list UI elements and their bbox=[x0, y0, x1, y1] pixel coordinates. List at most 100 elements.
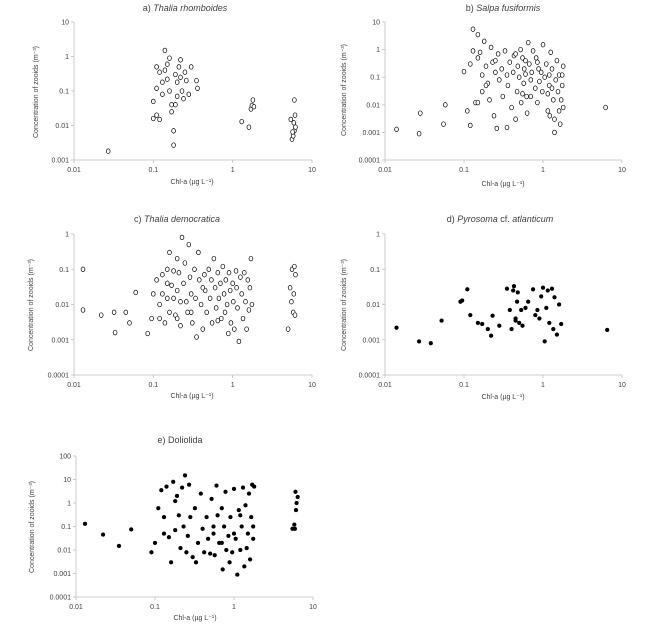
panel-c-data-point bbox=[167, 309, 172, 315]
panel-d-data-point bbox=[439, 318, 444, 323]
panel-c-title: c) Thalia democratica bbox=[134, 214, 220, 224]
panel-a-data-point bbox=[290, 129, 295, 135]
panel-b-data-point bbox=[540, 88, 545, 95]
panel-c-x-tick-label: 0.01 bbox=[67, 382, 81, 389]
panel-c-data-point bbox=[196, 249, 201, 256]
panel-e-data-point bbox=[181, 524, 186, 529]
panel-a-data-point bbox=[176, 64, 182, 70]
panel-b-data-point bbox=[540, 42, 546, 48]
panel-d-data-point bbox=[509, 326, 514, 332]
panel-a-data-point bbox=[178, 57, 183, 63]
panel-c-data-point bbox=[215, 270, 221, 276]
panel-b-data-point bbox=[525, 39, 531, 46]
panel-c-data-point bbox=[188, 291, 194, 297]
panel-b-data-point bbox=[537, 78, 542, 85]
panel-c-xlabel: Chl-a (µg L⁻¹) bbox=[170, 393, 213, 400]
panel-a-data-point bbox=[178, 74, 183, 80]
panel-e-data-point bbox=[159, 488, 164, 493]
panel-c-data-point bbox=[160, 272, 165, 278]
panel-e-data-point bbox=[195, 540, 201, 546]
panel-d-data-point bbox=[539, 294, 544, 299]
panel-a-title: a) Thalia rhomboides bbox=[143, 3, 228, 13]
panel-d-data-point bbox=[530, 287, 536, 292]
panel-e-y-tick-label: 0.0001 bbox=[50, 595, 72, 602]
panel-c-data-point bbox=[165, 266, 170, 272]
panel-e-data-point bbox=[245, 531, 251, 536]
panel-e-data-point bbox=[231, 486, 237, 492]
panel-a-data-point bbox=[246, 124, 252, 130]
panel-c-data-point bbox=[244, 326, 249, 332]
panel-e-data-point bbox=[173, 527, 178, 533]
panel-e-data-point bbox=[214, 483, 219, 488]
panel-b-data-point bbox=[491, 113, 497, 119]
panel-c-data-point bbox=[216, 295, 222, 301]
panel-b-data-point bbox=[530, 48, 536, 54]
panel-c-y-tick-label: 0.01 bbox=[55, 302, 69, 309]
panel-c-data-point bbox=[207, 295, 213, 301]
panel-d-ylabel: Concentration of zooids (m⁻³) bbox=[341, 259, 348, 351]
panel-b-data-point bbox=[510, 69, 516, 75]
panel-e-x-tick-label: 0.01 bbox=[69, 604, 83, 611]
panel-b-data-point bbox=[500, 93, 506, 100]
panel-c-data-point bbox=[220, 263, 226, 270]
panel-e-data-point bbox=[186, 482, 192, 487]
panel-d-x-tick-label: 10 bbox=[618, 382, 626, 389]
panel-c-data-point bbox=[176, 270, 182, 276]
panel-b-data-point bbox=[502, 48, 508, 54]
panel-a-y-tick-label: 0.1 bbox=[59, 89, 69, 96]
panel-e-data-point bbox=[244, 545, 249, 551]
panel-e-data-point bbox=[221, 524, 227, 529]
panel-b-data-point bbox=[538, 69, 544, 75]
panel-d-data-point bbox=[523, 305, 528, 311]
panel-d-xlabel: Chl-a (µg L⁻¹) bbox=[481, 394, 524, 401]
panel-c-data-point bbox=[127, 320, 132, 326]
panel-c-data-point bbox=[123, 309, 129, 315]
panel-c-data-point bbox=[289, 299, 294, 305]
panel-d-data-point bbox=[485, 326, 490, 332]
panel-c-data-point bbox=[233, 268, 239, 274]
panel-b-data-point bbox=[475, 55, 481, 61]
panel-c-data-point bbox=[236, 338, 242, 345]
panel-b-data-point bbox=[493, 69, 498, 75]
panel-e-data-point bbox=[235, 572, 240, 577]
panel-e-y-tick-label: 10 bbox=[63, 477, 71, 484]
panel-c-data-point bbox=[228, 320, 234, 326]
panel-b-data-point bbox=[535, 59, 540, 65]
panel-e-doliolida: e) Doliolida 0.01 0.1 1 10 0.0001 0.001 0.01 0.… bbox=[29, 435, 317, 622]
panel-a-data-point bbox=[186, 91, 192, 97]
panel-c-data-point bbox=[242, 270, 247, 276]
panel-e-data-point bbox=[192, 506, 198, 511]
panel-c-data-point bbox=[192, 266, 197, 272]
panel-b-data-point bbox=[505, 82, 511, 89]
panel-c-data-point bbox=[223, 277, 229, 283]
panel-c-data-point bbox=[291, 291, 297, 297]
panel-c-data-point bbox=[285, 326, 291, 332]
panel-b-data-point bbox=[488, 44, 494, 51]
panel-e-data-point bbox=[156, 506, 161, 511]
panel-a-data-point bbox=[165, 76, 170, 82]
panel-c-data-point bbox=[174, 315, 180, 322]
panel-e-data-point bbox=[161, 531, 167, 536]
panel-e-data-point bbox=[251, 536, 256, 541]
panel-e-data-point bbox=[166, 535, 172, 540]
panel-a-data-point bbox=[154, 85, 159, 91]
panel-d-data-point bbox=[511, 288, 516, 293]
panel-d-data-point bbox=[526, 299, 531, 304]
panel-c-data-point bbox=[198, 301, 204, 308]
panel-c-data-point bbox=[167, 249, 172, 256]
panel-e-data-point bbox=[200, 526, 205, 531]
panel-b-x-tick-label: 0.01 bbox=[378, 167, 392, 174]
panel-c-data-point bbox=[202, 272, 207, 278]
panel-e-data-point bbox=[252, 484, 257, 489]
panel-a-data-point bbox=[251, 104, 257, 110]
panel-b-data-point bbox=[513, 116, 518, 122]
panel-a-data-point bbox=[174, 79, 180, 85]
panel-d-data-point bbox=[519, 307, 524, 313]
panel-a-data-point bbox=[160, 91, 165, 97]
panel-a-data-point bbox=[195, 85, 200, 91]
panel-b-x-tick-label: 1 bbox=[541, 167, 545, 174]
panel-a-data-point bbox=[169, 109, 174, 115]
panel-e-data-point bbox=[292, 526, 298, 531]
panel-a-data-point bbox=[151, 115, 156, 122]
